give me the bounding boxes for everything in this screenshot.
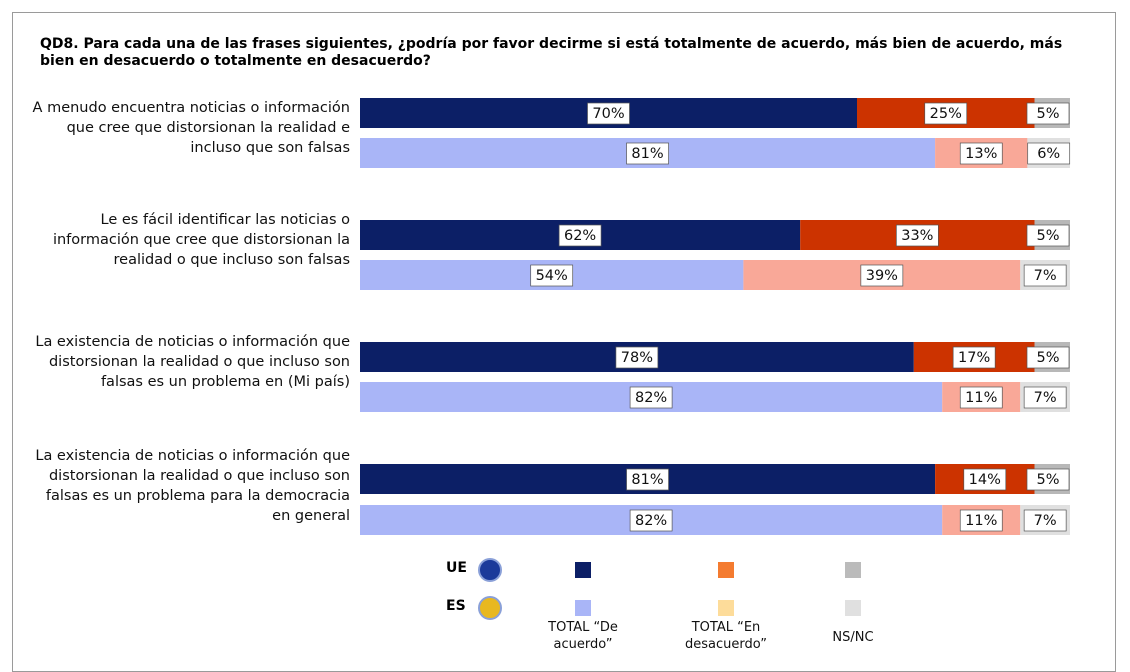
value-label-box bbox=[860, 264, 904, 287]
value-label: 11% bbox=[965, 513, 997, 529]
value-label-box bbox=[587, 102, 630, 125]
value-label: 5% bbox=[1036, 472, 1059, 488]
value-label: 82% bbox=[635, 513, 667, 529]
value-label: 82% bbox=[635, 390, 667, 406]
legend-swatch bbox=[575, 562, 591, 578]
plot: 70% 25% 5% 81% 13% 6% 62% 33% 5% 54% 39% 7% 78% 17% 5%… bbox=[360, 98, 1071, 620]
value-label-box bbox=[959, 509, 1003, 532]
legend-group-label: UE bbox=[446, 560, 467, 576]
value-label: 5% bbox=[1036, 106, 1059, 122]
value-label-box bbox=[629, 509, 673, 532]
group-icon bbox=[478, 558, 502, 582]
category-label: Le es fácil identificar las noticias o i… bbox=[52, 212, 350, 268]
page: {"chart_data": { "type": "stacked-bar", … bbox=[12, 12, 1116, 672]
value-label: 13% bbox=[965, 146, 997, 162]
value-label: 14% bbox=[969, 472, 1001, 488]
value-label-box bbox=[963, 468, 1007, 491]
value-label-box bbox=[626, 468, 669, 491]
legend-swatch bbox=[575, 600, 591, 616]
category-label: La existencia de noticias o información … bbox=[35, 334, 350, 390]
value-label-box bbox=[629, 386, 673, 409]
legend-label: NS/NC bbox=[832, 630, 874, 645]
value-label-box bbox=[952, 346, 996, 369]
value-label-box bbox=[1026, 346, 1070, 369]
legend-swatch bbox=[845, 600, 861, 616]
value-label: 25% bbox=[930, 106, 962, 122]
value-label: 78% bbox=[621, 350, 653, 366]
legend-swatch bbox=[718, 562, 734, 578]
value-label-box bbox=[959, 386, 1003, 409]
legend-swatch bbox=[718, 600, 734, 616]
value-label: 5% bbox=[1036, 350, 1059, 366]
category-label: La existencia de noticias o información … bbox=[35, 448, 350, 524]
value-label-box bbox=[924, 102, 968, 125]
value-label-box bbox=[1026, 102, 1070, 125]
value-label-box bbox=[895, 224, 939, 247]
value-label: 5% bbox=[1036, 228, 1059, 244]
value-label-box bbox=[1023, 264, 1067, 287]
value-label: 62% bbox=[564, 228, 596, 244]
value-label: 81% bbox=[631, 146, 663, 162]
value-label-box bbox=[1023, 509, 1067, 532]
value-label-box bbox=[1026, 224, 1070, 247]
value-label: 7% bbox=[1034, 268, 1057, 284]
value-label: 7% bbox=[1034, 390, 1057, 406]
legend-group-label: ES bbox=[446, 598, 466, 614]
value-label: 33% bbox=[901, 228, 933, 244]
value-label-box bbox=[530, 264, 574, 287]
value-label-box bbox=[1027, 142, 1071, 165]
value-label-box bbox=[626, 142, 669, 165]
value-label: 70% bbox=[592, 106, 624, 122]
value-label: 7% bbox=[1034, 513, 1057, 529]
legend-swatch bbox=[845, 562, 861, 578]
value-label-box bbox=[1026, 468, 1070, 491]
value-label-box bbox=[615, 346, 659, 369]
value-label-box bbox=[1023, 386, 1067, 409]
value-label: 6% bbox=[1037, 146, 1060, 162]
group-icon bbox=[478, 596, 502, 620]
value-label: 11% bbox=[965, 390, 997, 406]
value-label: 81% bbox=[631, 472, 663, 488]
value-label-box bbox=[959, 142, 1003, 165]
chart-title: QD8. Para cada una de las frases siguien… bbox=[40, 36, 1063, 69]
value-label: 39% bbox=[866, 268, 898, 284]
category-label: A menudo encuentra noticias o informació… bbox=[32, 100, 350, 156]
value-label: 17% bbox=[958, 350, 990, 366]
value-label-box bbox=[558, 224, 602, 247]
value-label: 54% bbox=[536, 268, 568, 284]
